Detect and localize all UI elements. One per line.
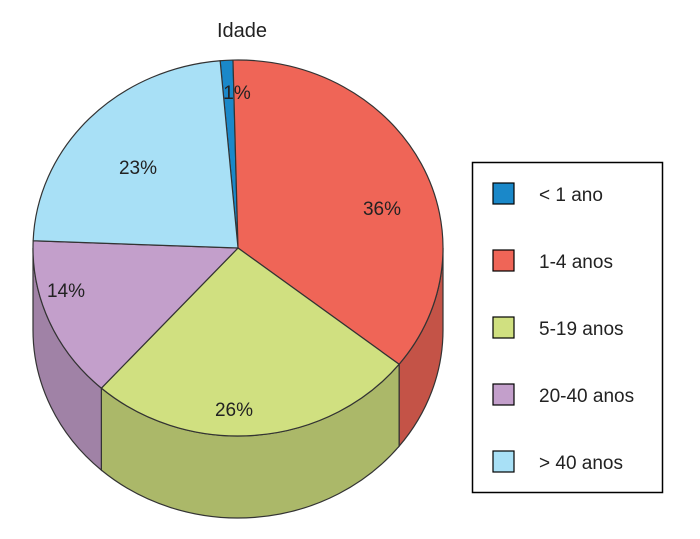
slice-label-1-4-anos: 36%	[363, 199, 401, 220]
legend-swatch-lt-1-ano	[492, 182, 515, 205]
pie-slice-5-19-anos	[100, 247, 400, 437]
legend-label-gt-40-anos: > 40 anos	[539, 453, 623, 474]
legend-label-5-19-anos: 5-19 anos	[539, 319, 624, 340]
legend-label-lt-1-ano: < 1 ano	[539, 185, 603, 206]
legend: < 1 ano 1-4 anos 5-19 anos 20-40 anos > 40 a…	[471, 161, 664, 494]
pie-slice-20-40-anos	[32, 240, 239, 389]
pie-slice-1-4-anos	[232, 59, 444, 365]
slice-label-5-19-anos: 26%	[215, 400, 253, 421]
legend-swatch-5-19-anos	[492, 316, 515, 339]
slice-label-gt-40-anos: 23%	[119, 158, 157, 179]
slice-labels: 1% 36% 26% 14% 23%	[47, 83, 401, 421]
slice-label-lt-1-ano: 1%	[223, 83, 251, 104]
legend-label-1-4-anos: 1-4 anos	[539, 252, 613, 273]
legend-label-20-40-anos: 20-40 anos	[539, 386, 634, 407]
chart-title: Idade	[217, 20, 267, 42]
legend-swatch-20-40-anos	[492, 383, 515, 406]
legend-swatch-gt-40-anos	[492, 450, 515, 473]
pie-top-slices	[32, 59, 444, 437]
legend-swatch-1-4-anos	[492, 249, 515, 272]
slice-label-20-40-anos: 14%	[47, 281, 85, 302]
pie-slice-gt-40-anos	[32, 60, 239, 249]
